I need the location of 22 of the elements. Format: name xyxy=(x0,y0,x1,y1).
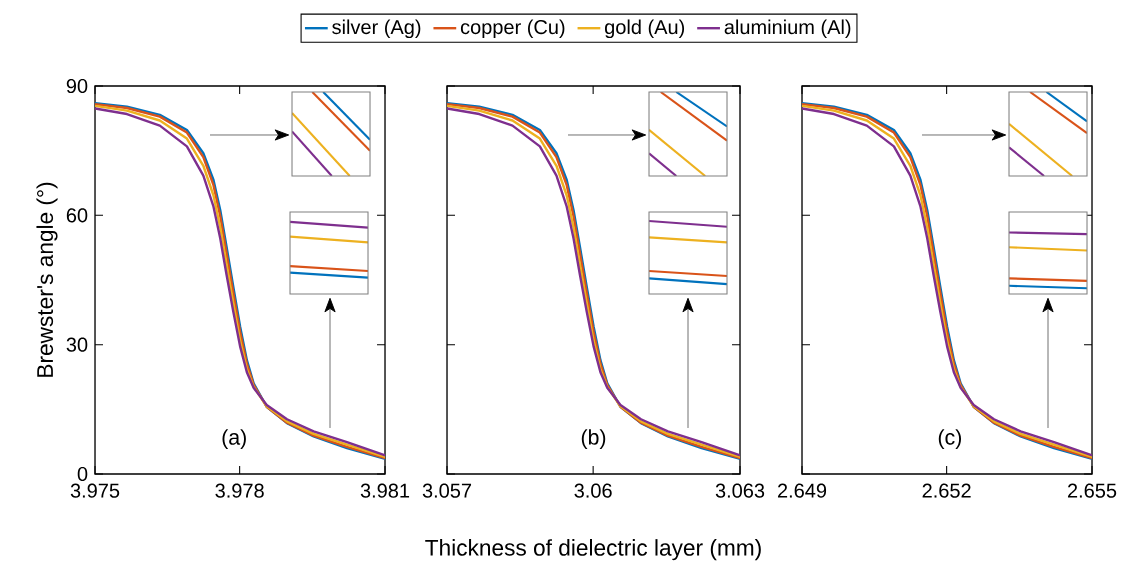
y-tick-label: 60 xyxy=(66,208,88,223)
annotation: (b) xyxy=(581,429,606,450)
x-tick-label: 2.649 xyxy=(777,483,827,498)
y-axis-title: Brewster's angle (°) xyxy=(36,182,58,377)
x-tick-label: 2.652 xyxy=(922,483,971,498)
legend-label: gold (Au) xyxy=(605,19,685,39)
annotation: (a) xyxy=(222,429,246,450)
legend-label: silver (Ag) xyxy=(332,19,421,39)
x-tick-label: 3.975 xyxy=(70,483,120,498)
x-tick-label: 3.057 xyxy=(422,483,472,498)
legend-label: copper (Cu) xyxy=(460,19,565,39)
x-tick-label: 3.978 xyxy=(215,483,264,498)
y-tick-label: 90 xyxy=(66,78,88,94)
x-tick-label: 2.655 xyxy=(1067,483,1117,498)
legend-label: aluminium (Al) xyxy=(724,19,851,39)
x-tick-label: 3.981 xyxy=(360,483,410,498)
y-tick-label: 0 xyxy=(77,466,88,482)
y-tick-label: 30 xyxy=(66,337,88,352)
x-axis-title: Thickness of dielectric layer (mm) xyxy=(425,539,761,561)
annotation: (c) xyxy=(938,429,962,450)
x-tick-label: 3.06 xyxy=(574,483,612,498)
x-tick-label: 3.063 xyxy=(715,483,765,498)
